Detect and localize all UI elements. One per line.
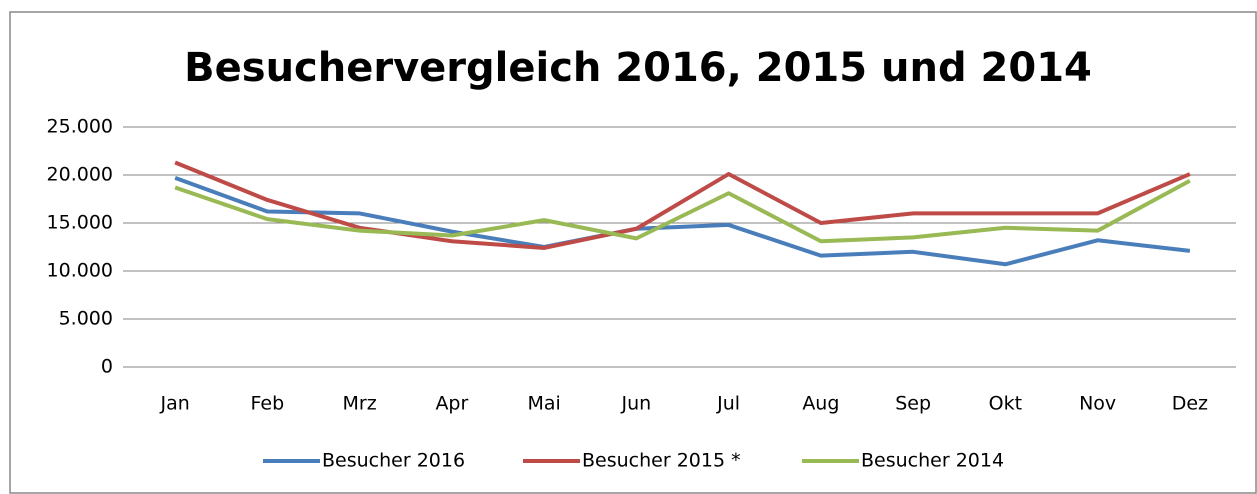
x-tick-label: Okt bbox=[989, 393, 1022, 415]
legend-label: Besucher 2014 bbox=[861, 450, 1004, 472]
series-line bbox=[174, 179, 1191, 244]
y-tick-label: 20.000 bbox=[47, 164, 113, 186]
series-line bbox=[174, 176, 1191, 267]
legend-label: Besucher 2015 * bbox=[582, 450, 741, 472]
x-tick-label: Jan bbox=[159, 393, 189, 415]
x-tick-label: Aug bbox=[802, 393, 839, 415]
y-tick-label: 25.000 bbox=[47, 116, 113, 138]
chart-title: Besuchervergleich 2016, 2015 und 2014 bbox=[184, 45, 1092, 91]
y-tick-label: 15.000 bbox=[47, 212, 113, 234]
x-tick-label: Mai bbox=[527, 393, 560, 415]
x-tick-label: Sep bbox=[895, 393, 931, 415]
legend-label: Besucher 2016 bbox=[322, 450, 465, 472]
y-tick-label: 0 bbox=[101, 356, 113, 378]
x-tick-label: Mrz bbox=[343, 393, 377, 415]
x-tick-label: Feb bbox=[251, 393, 285, 415]
x-tick-label: Nov bbox=[1079, 393, 1116, 415]
y-tick-label: 5.000 bbox=[59, 308, 113, 330]
x-tick-label: Dez bbox=[1172, 393, 1208, 415]
y-tick-label: 10.000 bbox=[47, 260, 113, 282]
x-tick-label: Jul bbox=[716, 393, 740, 415]
x-tick-label: Jun bbox=[621, 393, 652, 415]
series-line bbox=[174, 160, 1191, 250]
x-tick-label: Apr bbox=[435, 393, 468, 415]
